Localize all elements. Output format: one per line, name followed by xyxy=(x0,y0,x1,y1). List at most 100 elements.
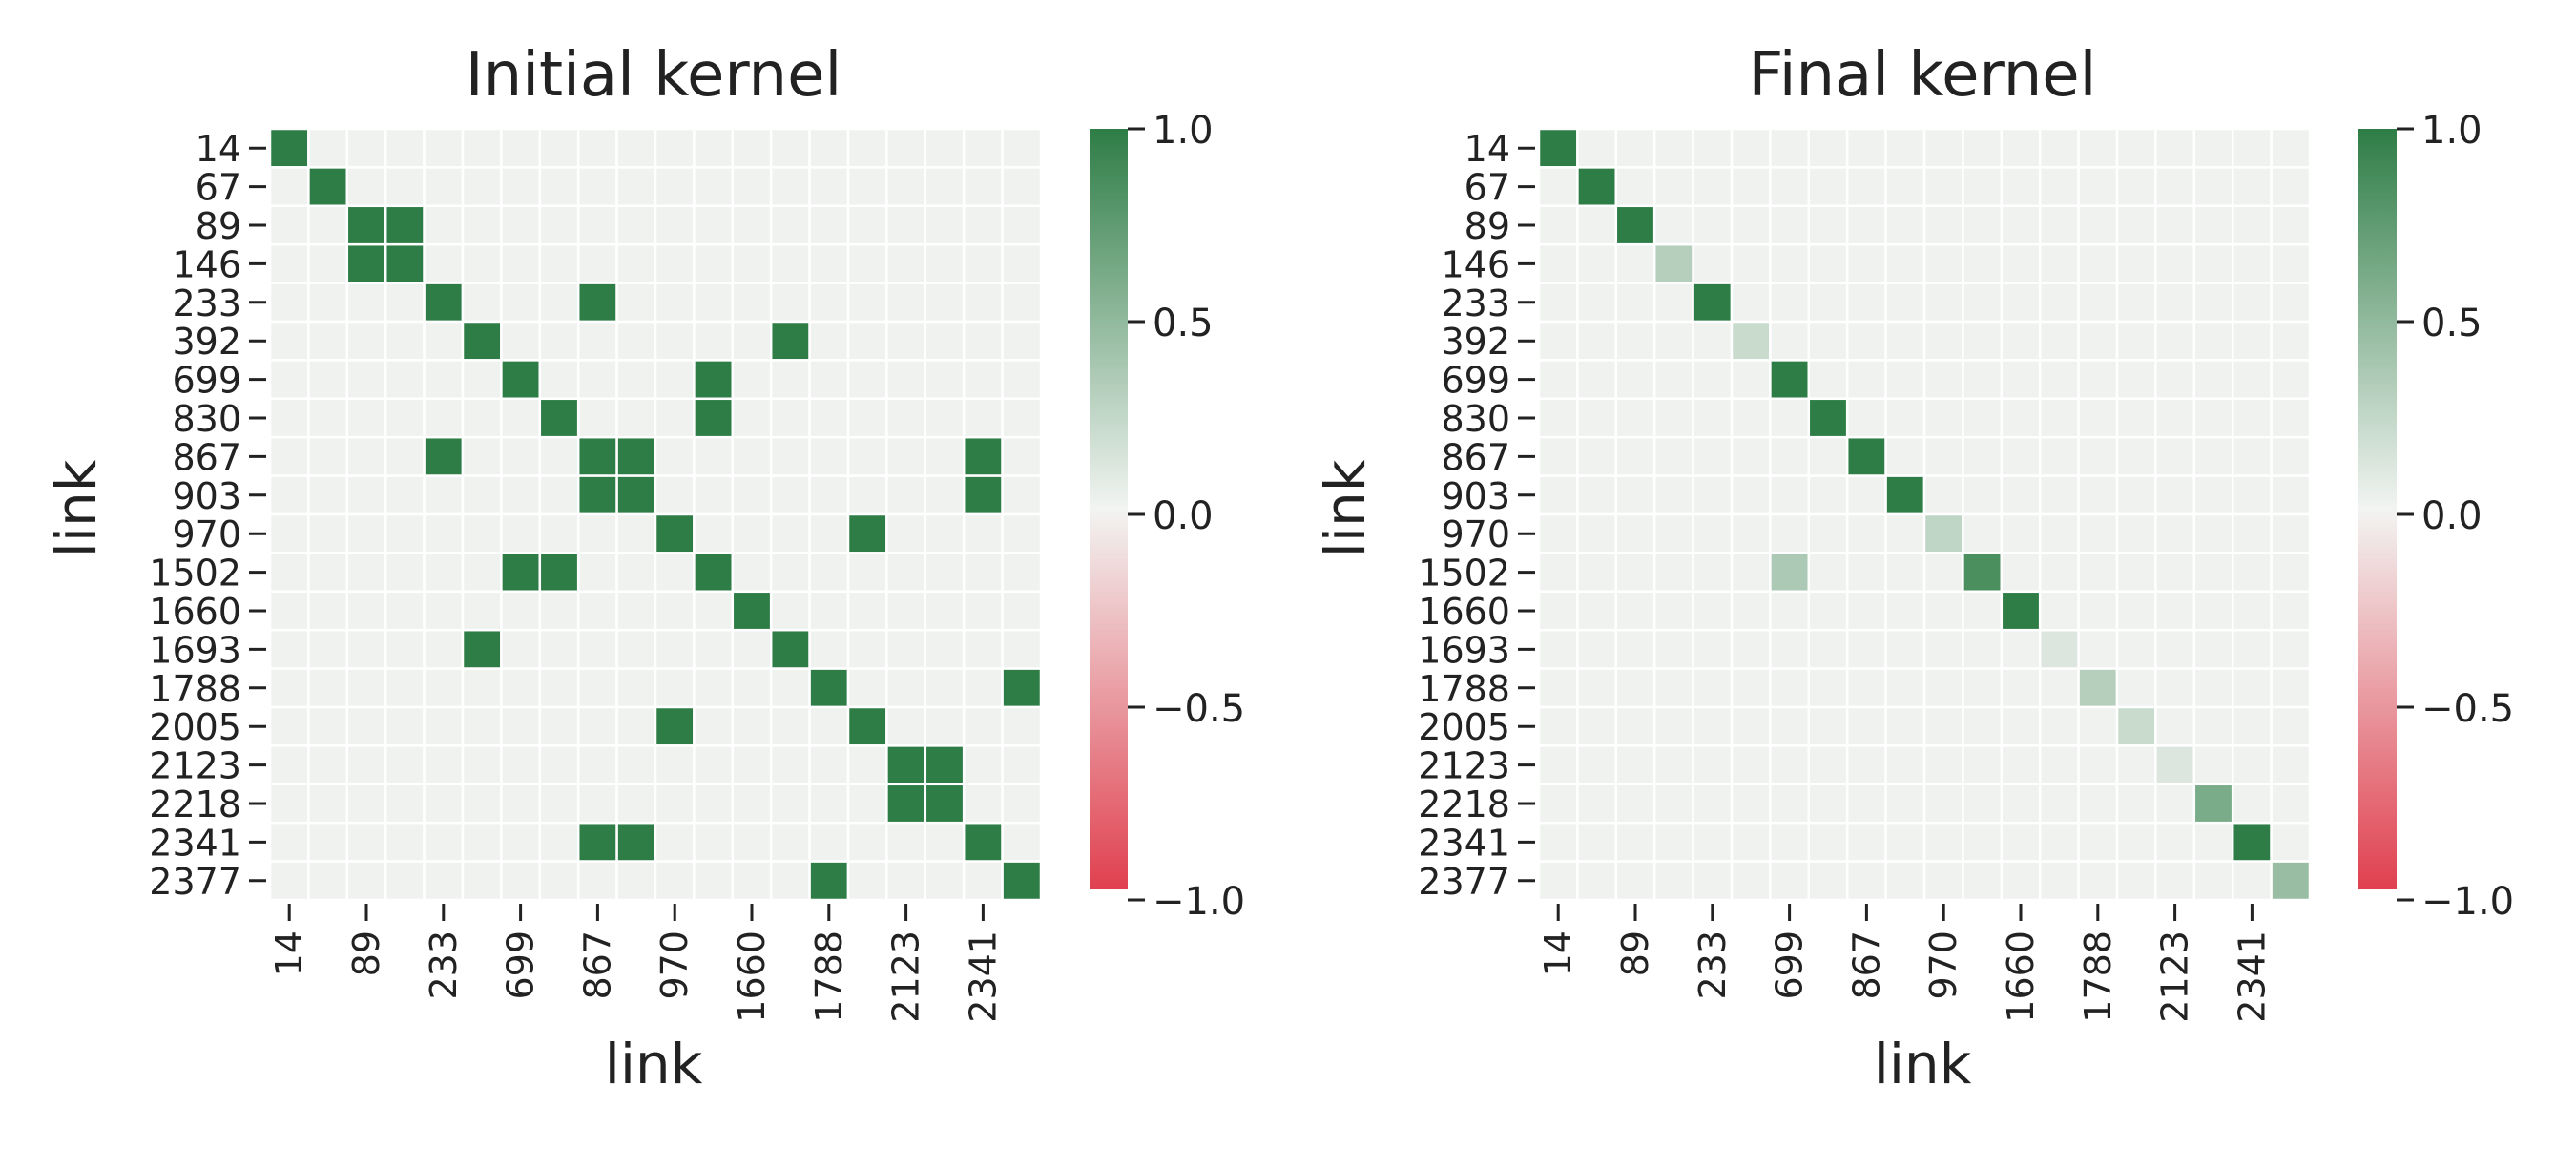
heatmap-cell xyxy=(538,242,580,284)
x-axis-label: link xyxy=(605,1032,703,1097)
heatmap-cell xyxy=(769,474,811,516)
heatmap-cell xyxy=(2270,474,2312,516)
heatmap-cell xyxy=(423,860,465,902)
heatmap-cell xyxy=(1537,821,1579,863)
heatmap-cell xyxy=(731,744,773,786)
colorbar-ticks: 1.0 0.5 0.0 −0.5 −1.0 xyxy=(2397,109,2514,924)
heatmap-cell xyxy=(2270,127,2312,169)
heatmap-cell xyxy=(1652,512,1694,554)
colorbar-ticks: 1.0 0.5 0.0 −0.5 −1.0 xyxy=(1128,109,1245,924)
heatmap-cell xyxy=(384,242,426,284)
heatmap-cell xyxy=(731,860,773,902)
heatmap-cell xyxy=(423,127,465,169)
heatmap-cell xyxy=(2192,359,2234,401)
heatmap-cell xyxy=(769,705,811,747)
heatmap-cell xyxy=(2038,783,2080,825)
heatmap-cell xyxy=(2000,821,2042,863)
x-tick-label: 1788 xyxy=(808,930,850,1023)
heatmap-cell xyxy=(2192,242,2234,284)
heatmap-cell xyxy=(1537,474,1579,516)
heatmap-cell xyxy=(846,397,888,439)
heatmap-cell xyxy=(307,282,349,324)
y-tick-label: 1502 xyxy=(1418,553,1510,595)
y-tick-label: 89 xyxy=(196,205,241,247)
heatmap-cell xyxy=(1845,667,1887,709)
heatmap-cell xyxy=(924,127,966,169)
heatmap-cell xyxy=(345,282,387,324)
heatmap-cell xyxy=(1807,821,1849,863)
heatmap-cell xyxy=(1001,474,1043,516)
heatmap-cell xyxy=(1730,474,1772,516)
heatmap-cell xyxy=(2154,783,2196,825)
heatmap-cell xyxy=(1884,474,1926,516)
heatmap-cell xyxy=(1537,127,1579,169)
heatmap-cell xyxy=(2077,166,2119,208)
heatmap-cell xyxy=(2038,552,2080,594)
heatmap-cell xyxy=(1730,744,1772,786)
heatmap-cell xyxy=(1692,552,1734,594)
colorbar-tick-label: 0.0 xyxy=(2421,494,2483,538)
heatmap-cell xyxy=(345,359,387,401)
heatmap-cell xyxy=(1922,282,1964,324)
heatmap-cell xyxy=(2115,667,2157,709)
heatmap-cell xyxy=(538,860,580,902)
heatmap-cell xyxy=(2192,166,2234,208)
heatmap-cell xyxy=(1537,512,1579,554)
heatmap-cell xyxy=(1922,435,1964,477)
heatmap-cell xyxy=(693,628,735,670)
heatmap-cell xyxy=(2000,320,2042,362)
heatmap-cell xyxy=(808,667,850,709)
heatmap-cell xyxy=(1576,320,1618,362)
heatmap-cell xyxy=(423,705,465,747)
x-tick-label: 2341 xyxy=(2231,930,2273,1023)
x-tick-label: 2341 xyxy=(962,930,1004,1023)
heatmap-cell xyxy=(576,783,618,825)
y-tick-label: 146 xyxy=(1441,243,1510,285)
heatmap-cell xyxy=(654,474,696,516)
y-tick-label: 830 xyxy=(1441,398,1510,440)
x-tick-label: 14 xyxy=(268,930,310,976)
heatmap-cell xyxy=(2115,821,2157,863)
heatmap-cell xyxy=(307,320,349,362)
heatmap-cell xyxy=(1845,783,1887,825)
heatmap-cell xyxy=(500,744,542,786)
x-axis-label: link xyxy=(1874,1032,1972,1097)
heatmap-cell xyxy=(654,821,696,863)
heatmap-cell xyxy=(1692,127,1734,169)
heatmap-cell xyxy=(307,359,349,401)
heatmap-cell xyxy=(1769,474,1811,516)
chart-title: Final kernel xyxy=(1749,40,2097,111)
y-tick-label: 2005 xyxy=(149,706,241,748)
heatmap-cell xyxy=(769,821,811,863)
heatmap-cell xyxy=(1922,397,1964,439)
heatmap-cell xyxy=(1614,821,1656,863)
heatmap-cell xyxy=(538,435,580,477)
heatmap-cell xyxy=(461,435,503,477)
heatmap-cell xyxy=(731,282,773,324)
heatmap-cell xyxy=(1692,166,1734,208)
heatmap-cell xyxy=(538,127,580,169)
heatmap-cell xyxy=(2154,359,2196,401)
heatmap-cell xyxy=(576,242,618,284)
heatmap-cell xyxy=(654,667,696,709)
heatmap-cell xyxy=(846,474,888,516)
heatmap-cell xyxy=(500,821,542,863)
heatmap-cell xyxy=(1730,397,1772,439)
heatmap-cell xyxy=(461,512,503,554)
heatmap-cell xyxy=(2077,821,2119,863)
heatmap-cell xyxy=(1614,667,1656,709)
heatmap-cell xyxy=(1001,821,1043,863)
heatmap-cell xyxy=(1807,166,1849,208)
heatmap-cell xyxy=(769,320,811,362)
heatmap-cell xyxy=(2038,821,2080,863)
heatmap-cell xyxy=(268,552,310,594)
heatmap-cell xyxy=(2000,783,2042,825)
heatmap-cell xyxy=(307,860,349,902)
heatmap-cell xyxy=(2000,512,2042,554)
heatmap-cell xyxy=(384,628,426,670)
heatmap-cell xyxy=(423,474,465,516)
heatmap-cell xyxy=(808,552,850,594)
heatmap-cell xyxy=(1884,590,1926,632)
heatmap-cell xyxy=(1962,744,2004,786)
